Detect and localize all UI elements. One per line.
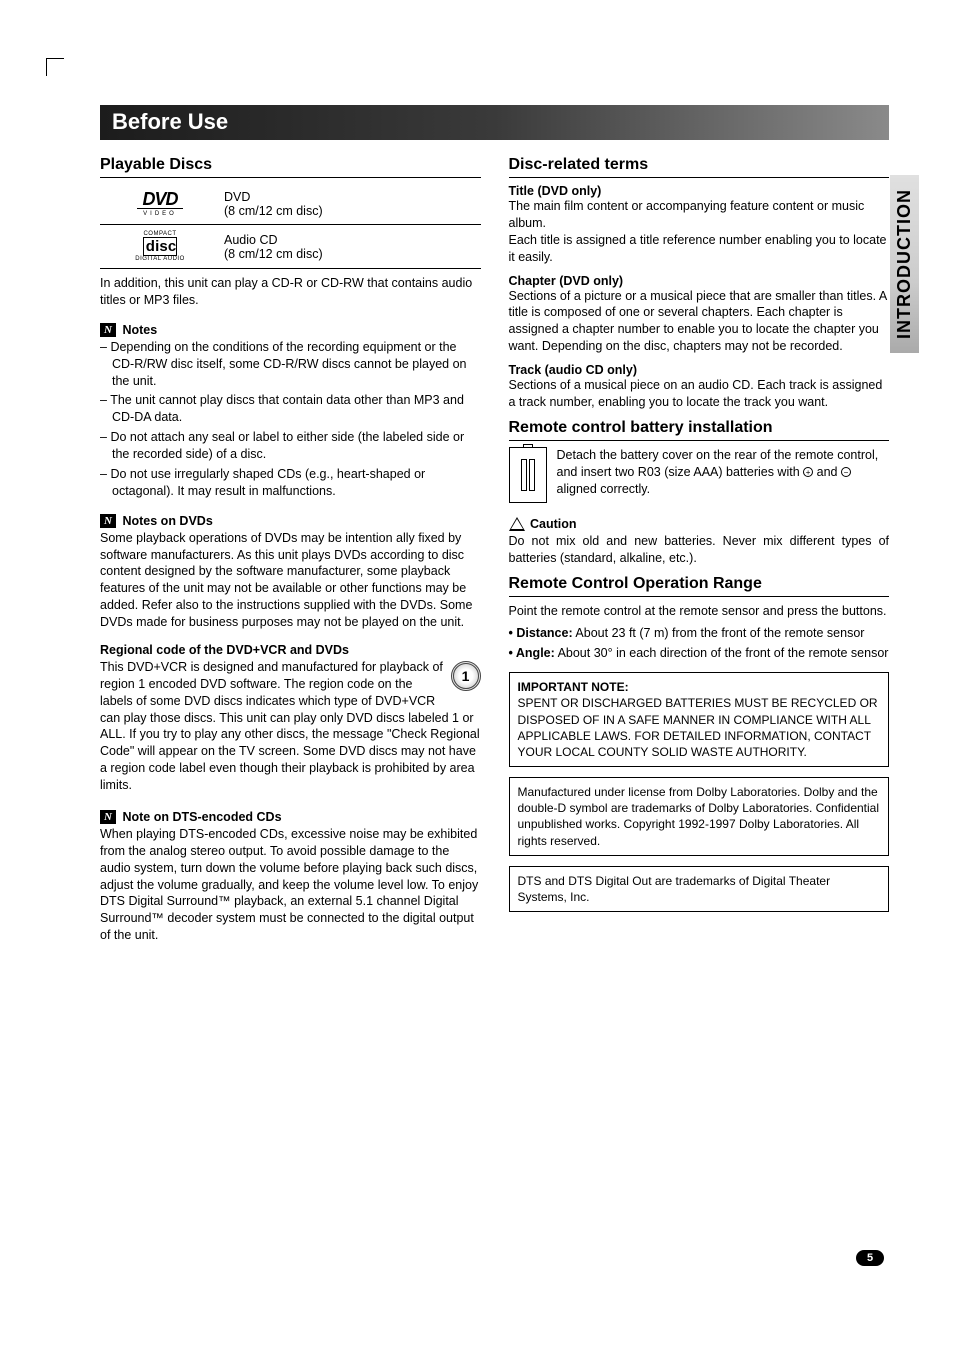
list-item: The unit cannot play discs that contain …	[112, 392, 481, 426]
page-number: 5	[856, 1250, 884, 1266]
disc-desc: Audio CD (8 cm/12 cm disc)	[220, 225, 481, 269]
minus-icon: −	[841, 467, 851, 477]
term-body: The main film content or accompanying fe…	[509, 198, 890, 266]
page: INTRODUCTION Before Use Playable Discs D…	[0, 0, 954, 1351]
regional-block: 1 This DVD+VCR is designed and manufactu…	[100, 659, 481, 794]
dts-heading: N Note on DTS-encoded CDs	[100, 810, 481, 824]
note-badge-icon: N	[100, 810, 116, 824]
list-item: Do not use irregularly shaped CDs (e.g.,…	[112, 466, 481, 500]
term-title: Title (DVD only)	[509, 184, 890, 198]
range-list: Distance: About 23 ft (7 m) from the fro…	[509, 625, 890, 662]
left-column: Playable Discs DVD VIDEO DVD (8 cm/12 cm…	[100, 148, 481, 950]
term-body: Sections of a musical piece on an audio …	[509, 377, 890, 411]
battery-block: Detach the battery cover on the rear of …	[509, 447, 890, 503]
disc-table: DVD VIDEO DVD (8 cm/12 cm disc) COMPACT …	[100, 184, 481, 269]
after-table-text: In addition, this unit can play a CD-R o…	[100, 275, 481, 309]
table-row: DVD VIDEO DVD (8 cm/12 cm disc)	[100, 184, 481, 225]
right-column: Disc-related terms Title (DVD only) The …	[509, 148, 890, 950]
range-heading: Remote Control Operation Range	[509, 575, 890, 597]
disc-desc: DVD (8 cm/12 cm disc)	[220, 184, 481, 225]
dvd-logo-icon: DVD VIDEO	[100, 184, 220, 225]
note-badge-icon: N	[100, 514, 116, 528]
table-row: COMPACT d i s c DIGITAL AUDIO Audio CD (…	[100, 225, 481, 269]
region-code-icon: 1	[451, 661, 481, 691]
cd-logo-icon: COMPACT d i s c DIGITAL AUDIO	[100, 225, 220, 269]
caution-body: Do not mix old and new batteries. Never …	[509, 533, 890, 567]
notes-list: Depending on the conditions of the recor…	[100, 339, 481, 500]
crop-mark-icon	[46, 58, 64, 76]
dts-box: DTS and DTS Digital Out are trademarks o…	[509, 866, 890, 912]
range-intro: Point the remote control at the remote s…	[509, 603, 890, 620]
list-item: Do not attach any seal or label to eithe…	[112, 429, 481, 463]
dolby-box: Manufactured under license from Dolby La…	[509, 777, 890, 856]
regional-body: This DVD+VCR is designed and manufacture…	[100, 659, 481, 794]
notes-dvd-heading: N Notes on DVDs	[100, 514, 481, 528]
dts-body: When playing DTS-encoded CDs, excessive …	[100, 826, 481, 944]
caution-heading: Caution	[509, 517, 890, 531]
battery-compartment-icon	[509, 447, 547, 503]
notes-dvd-body: Some playback operations of DVDs may be …	[100, 530, 481, 631]
term-title: Track (audio CD only)	[509, 363, 890, 377]
important-lead: IMPORTANT NOTE:	[518, 680, 629, 694]
term-title: Chapter (DVD only)	[509, 274, 890, 288]
list-item: Angle: About 30° in each direction of th…	[521, 645, 890, 662]
important-body: SPENT OR DISCHARGED BATTERIES MUST BE RE…	[518, 696, 878, 759]
notes-heading: N Notes	[100, 323, 481, 337]
term-body: Sections of a picture or a musical piece…	[509, 288, 890, 356]
battery-heading: Remote control battery installation	[509, 419, 890, 441]
regional-heading: Regional code of the DVD+VCR and DVDs	[100, 643, 481, 657]
list-item: Depending on the conditions of the recor…	[112, 339, 481, 390]
content-columns: Playable Discs DVD VIDEO DVD (8 cm/12 cm…	[100, 148, 889, 950]
playable-discs-heading: Playable Discs	[100, 156, 481, 178]
plus-icon: +	[803, 467, 813, 477]
warning-icon	[509, 517, 525, 531]
section-title: Before Use	[100, 105, 889, 140]
section-tab: INTRODUCTION	[890, 175, 919, 353]
list-item: Distance: About 23 ft (7 m) from the fro…	[521, 625, 890, 642]
battery-body: Detach the battery cover on the rear of …	[557, 447, 890, 503]
important-note-box: IMPORTANT NOTE: SPENT OR DISCHARGED BATT…	[509, 672, 890, 767]
note-badge-icon: N	[100, 323, 116, 337]
terms-heading: Disc-related terms	[509, 156, 890, 178]
